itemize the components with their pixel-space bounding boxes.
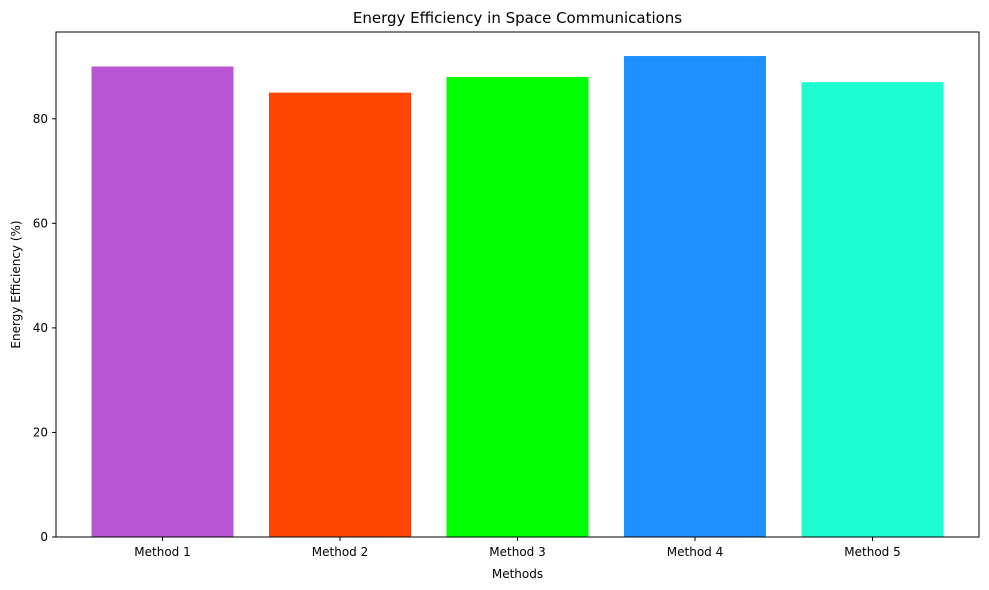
- y-axis-label: Energy Efficiency (%): [9, 220, 23, 348]
- y-tick-label: 0: [40, 530, 48, 544]
- bar-3: [446, 76, 589, 538]
- x-tick-label: Method 2: [312, 545, 368, 559]
- x-tick-label: Method 1: [134, 545, 190, 559]
- bars-group: [91, 56, 944, 538]
- bar-5: [801, 82, 944, 537]
- x-tick-label: Method 5: [844, 545, 900, 559]
- x-tick-label: Method 4: [667, 545, 723, 559]
- bar-2: [269, 92, 411, 538]
- x-axis-ticks: Method 1 Method 2 Method 3 Method 4 Method 5: [134, 537, 901, 559]
- plot-frame: [55, 31, 980, 538]
- chart-title: Energy Efficiency in Space Communication…: [353, 9, 682, 27]
- y-tick-label: 20: [33, 425, 48, 439]
- x-tick-label: Method 3: [489, 545, 545, 559]
- y-tick-label: 60: [33, 216, 48, 230]
- bar-4: [624, 56, 766, 538]
- y-tick-label: 80: [33, 112, 48, 126]
- bar-1: [91, 66, 234, 537]
- y-tick-label: 40: [33, 321, 48, 335]
- y-axis-ticks: 0 20 40 60 80: [33, 112, 56, 544]
- x-axis-label: Methods: [492, 567, 543, 581]
